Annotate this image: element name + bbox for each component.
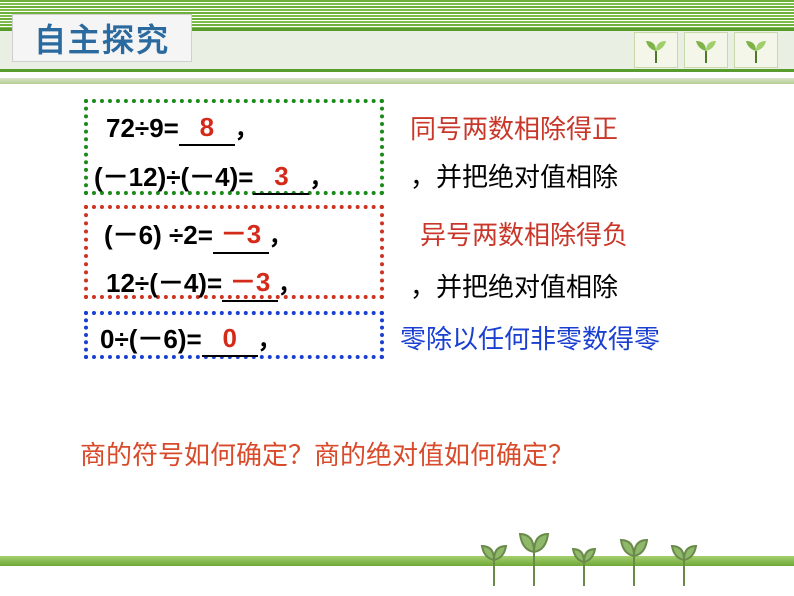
eq5-tail: ，: [258, 327, 282, 354]
eq3-answer: －3: [221, 219, 261, 249]
sprout-icon: [641, 37, 671, 63]
band-underline: [0, 78, 794, 84]
footer-plants: [474, 516, 734, 586]
rule-3: 异号两数相除得负: [420, 215, 628, 252]
slide-title-box: 自主探究: [12, 14, 192, 62]
rule-2: ，并把绝对值相除: [410, 157, 618, 194]
rule-4: ，并把绝对值相除: [410, 267, 618, 304]
sprout-icon: [741, 37, 771, 63]
eq5-expr: 0÷(－6)=: [100, 324, 202, 354]
equation-2: (－12)÷(－4)= 3 ，: [94, 157, 333, 195]
deco-thumb-3: [734, 32, 778, 68]
eq2-tail: ，: [309, 165, 333, 192]
eq5-answer: 0: [222, 323, 236, 353]
eq3-expr: (－6) ÷2=: [104, 220, 213, 250]
sprout-icon: [691, 37, 721, 63]
eq2-expr: (－12)÷(－4)=: [94, 162, 253, 192]
eq4-answer: －3: [230, 267, 270, 297]
equation-5: 0÷(－6)= 0 ，: [100, 319, 282, 357]
eq1-expr: 72÷9=: [106, 113, 179, 143]
eq4-expr: 12÷(－4)=: [106, 268, 222, 298]
deco-thumb-1: [634, 32, 678, 68]
eq1-tail: ，: [235, 116, 259, 143]
eq3-tail: ，: [269, 223, 293, 250]
eq2-answer: 3: [274, 161, 288, 191]
equation-1: 72÷9= 8 ，: [106, 109, 259, 146]
deco-thumb-2: [684, 32, 728, 68]
bottom-question: 商的符号如何确定？商的绝对值如何确定？: [80, 435, 574, 472]
decorative-thumbnails: [634, 32, 778, 68]
content-area: 72÷9= 8 ， (－12)÷(－4)= 3 ， (－6) ÷2= －3 ， 12÷(－4…: [0, 95, 794, 556]
equation-4: 12÷(－4)= －3 ，: [106, 263, 302, 302]
slide-title: 自主探究: [34, 15, 170, 61]
rule-5: 零除以任何非零数得零: [400, 319, 660, 356]
rule-1: 同号两数相除得正: [410, 109, 618, 146]
eq4-tail: ，: [278, 271, 302, 298]
equation-3: (－6) ÷2= －3 ，: [104, 215, 293, 254]
eq1-answer: 8: [200, 112, 214, 142]
